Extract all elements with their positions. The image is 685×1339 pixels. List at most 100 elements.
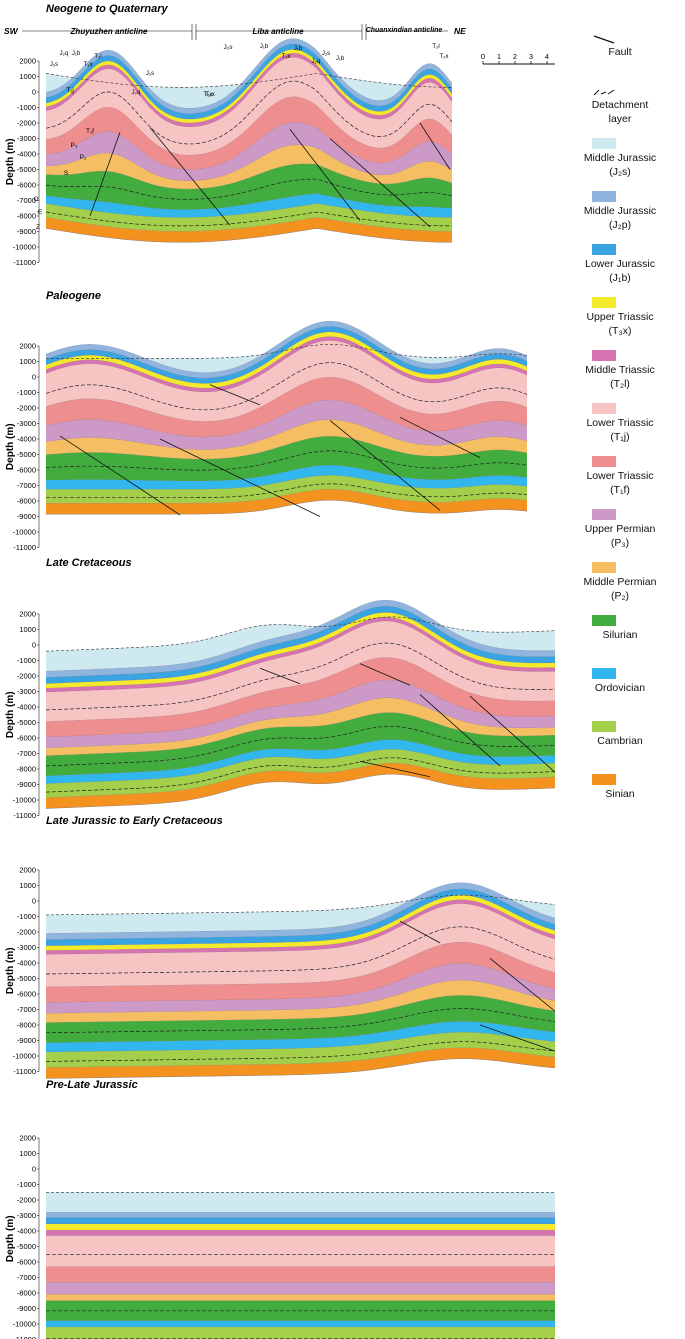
fault-line — [359, 760, 431, 778]
layer-z — [46, 763, 555, 809]
depth-axis-label: Depth (m) — [5, 947, 16, 994]
unit-label: J₂s — [146, 71, 154, 77]
legend-label: Lower Jurassic (J₁b) — [584, 258, 656, 284]
depth-tick-label: -5000 — [17, 165, 36, 174]
sw-label: SW — [4, 26, 19, 36]
scale-tick-label: 4 — [545, 52, 549, 61]
detachment-line — [45, 450, 528, 471]
depth-tick-label: -11000 — [13, 1067, 36, 1076]
fault-line — [159, 438, 321, 517]
legend-label: Sinian — [605, 788, 635, 800]
detachment-line — [45, 211, 452, 227]
depth-tick-label: -6000 — [17, 181, 36, 190]
depth-tick-label: 0 — [32, 1165, 36, 1174]
unit-label: J₂q — [60, 51, 69, 57]
depth-tick-label: 0 — [32, 88, 36, 97]
panel-title: Neogene to Quaternary — [46, 3, 169, 15]
depth-tick-label: -6000 — [17, 466, 36, 475]
scale-tick-label: 2 — [513, 52, 517, 61]
legend-label: Cambrian — [597, 735, 643, 747]
depth-tick-label: -3000 — [17, 1211, 36, 1220]
unit-label: T₂x — [440, 54, 449, 60]
depth-tick-label: -8000 — [17, 765, 36, 774]
unit-label: T₃x — [83, 62, 92, 68]
depth-tick-label: 1000 — [19, 1149, 36, 1158]
depth-tick-label: -1000 — [17, 388, 36, 397]
unit-label: O — [33, 196, 38, 203]
legend-label: Lower Triassic (T₁j) — [586, 417, 654, 443]
layer-p2 — [46, 419, 527, 460]
layer-p2 — [46, 980, 555, 1023]
legend-swatch — [592, 403, 616, 414]
legend-label: Middle Jurassic (J₂p) — [583, 205, 657, 231]
depth-axis-label: Depth (m) — [5, 1215, 16, 1262]
depth-tick-label: -11000 — [13, 543, 36, 552]
unit-label: P₂ — [80, 154, 87, 161]
fault-line — [469, 695, 555, 773]
layer-z — [46, 217, 452, 243]
layer-t3x — [46, 49, 452, 124]
layer-t1j — [46, 1235, 555, 1267]
legend-swatch — [592, 456, 616, 467]
detachment-line — [45, 926, 555, 975]
unit-label: ∈ — [37, 209, 43, 216]
layer-p3 — [46, 680, 555, 749]
layer-t2l — [46, 53, 452, 127]
layer-p3 — [46, 963, 555, 1014]
depth-axis-label: Depth (m) — [5, 691, 16, 738]
depth-tick-label: -7000 — [17, 196, 36, 205]
paleo-surface-line — [46, 894, 555, 916]
paleo-surface-line — [45, 616, 555, 652]
depth-tick-label: -9000 — [17, 780, 36, 789]
layer-o — [46, 1021, 555, 1053]
panel-5: Pre-Late Jurassic 2000 1000 0 -1000 -2000 -300… — [5, 1079, 555, 1339]
depth-tick-label: -10000 — [13, 796, 36, 805]
legend-swatch — [592, 668, 616, 679]
unit-label: J₁b — [336, 56, 345, 62]
layer-o — [46, 1320, 555, 1328]
depth-tick-label: -10000 — [13, 528, 36, 537]
layer-boundary — [45, 228, 452, 243]
depth-tick-label: -11000 — [13, 258, 36, 267]
layer-p3 — [46, 400, 527, 450]
unit-label: J₂s — [322, 51, 330, 57]
fault-line — [329, 138, 431, 228]
layer-t3x — [46, 612, 555, 689]
depth-tick-label: -5000 — [17, 974, 36, 983]
depth-axis-label: Depth (m) — [5, 423, 16, 470]
layer-j1b — [46, 889, 555, 946]
layer-p2 — [46, 145, 452, 190]
unit-label: J₂q — [312, 59, 321, 65]
layer-t1f — [46, 942, 555, 1003]
legend-label: Upper Triassic (T₃x) — [586, 311, 654, 337]
layer-t1f — [46, 96, 452, 170]
layer-p2 — [46, 1294, 555, 1301]
layer-t3x — [46, 1224, 555, 1231]
detachment-line — [45, 178, 453, 200]
legend-swatch — [592, 615, 616, 626]
depth-tick-label: -5000 — [17, 1242, 36, 1251]
paleo-surface-line — [45, 73, 452, 88]
layer-s — [46, 712, 555, 776]
depth-tick-label: -8000 — [17, 1289, 36, 1298]
depth-tick-label: -2000 — [17, 928, 36, 937]
legend-swatch — [592, 562, 616, 573]
depth-tick-label: -7000 — [17, 1273, 36, 1282]
unit-label: J₂q — [132, 90, 141, 96]
layer-z — [46, 489, 527, 515]
depth-tick-label: 1000 — [19, 881, 36, 890]
layer-j2p — [46, 600, 555, 678]
legend-swatch — [592, 350, 616, 361]
panel-4: Late Jurassic to Early Cretaceous 2000 100… — [5, 815, 555, 1079]
layer-t1f — [46, 657, 555, 738]
layer-cam — [46, 1032, 555, 1068]
panel-2: Paleogene 2000 1000 0 -1000 -2000 -3000 -4000 -5… — [5, 290, 528, 552]
detachment-line — [45, 80, 453, 145]
depth-tick-label: 1000 — [19, 357, 36, 366]
legend-swatch — [592, 509, 616, 520]
layer-s — [46, 436, 527, 482]
fault-line — [289, 128, 361, 221]
layer-boundary — [45, 1058, 555, 1079]
depth-tick-label: 2000 — [19, 57, 36, 66]
depth-tick-label: -2000 — [17, 672, 36, 681]
